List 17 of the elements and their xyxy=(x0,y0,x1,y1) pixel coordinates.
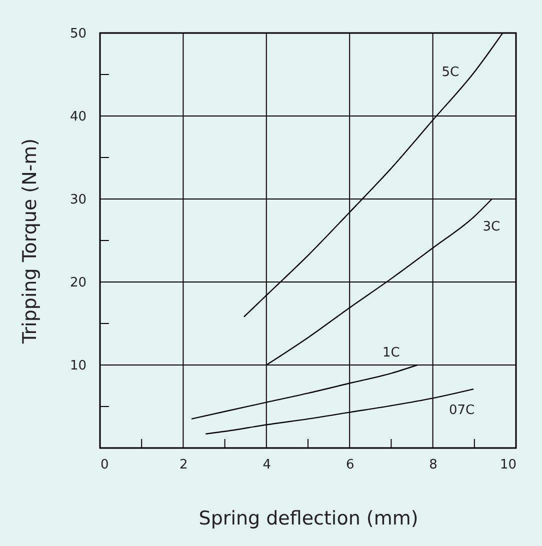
series-label: 07C xyxy=(448,403,475,418)
y-tick-label: 20 xyxy=(70,276,86,290)
series-label: 3C xyxy=(482,219,500,234)
y-tick-label: 30 xyxy=(70,192,86,208)
y-tick-label: 50 xyxy=(70,26,86,42)
series-label: 5C xyxy=(442,65,460,80)
x-tick-label: 10 xyxy=(500,458,516,472)
y-axis-title: Tripping Torque (N-m) xyxy=(18,138,41,345)
y-tick-label: 10 xyxy=(70,358,86,374)
y-tick-label: 40 xyxy=(70,110,86,124)
x-axis-title: Spring deflection (mm) xyxy=(198,508,418,530)
x-tick-label: 6 xyxy=(346,458,354,472)
series-label: 1C xyxy=(382,345,400,360)
x-tick-label: 0 xyxy=(100,458,109,472)
x-tick-label: 4 xyxy=(262,458,272,472)
x-tick-label: 8 xyxy=(429,458,438,472)
x-tick-label: 2 xyxy=(180,458,188,472)
